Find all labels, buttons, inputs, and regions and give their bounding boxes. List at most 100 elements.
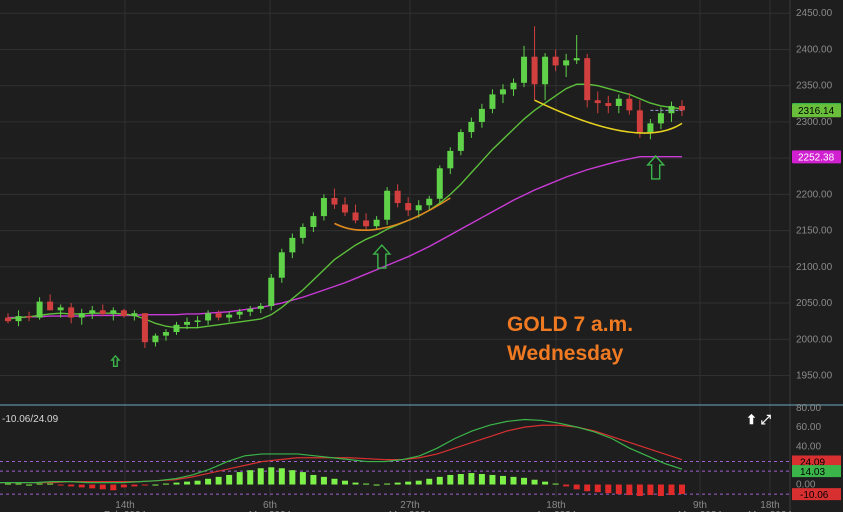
- candle-body: [668, 105, 675, 114]
- histogram-bar: [215, 476, 222, 485]
- candle-body: [478, 108, 485, 122]
- histogram-bar: [226, 474, 233, 485]
- histogram-bar: [563, 484, 570, 487]
- candle-body: [436, 168, 443, 199]
- histogram-bar: [247, 470, 254, 485]
- candle-down: [584, 53, 591, 108]
- candle-body: [510, 82, 517, 90]
- candle-up: [384, 187, 391, 225]
- candle-body: [226, 314, 233, 318]
- candle-body: [236, 311, 243, 315]
- histogram-bar: [15, 483, 22, 485]
- candle-body: [26, 316, 33, 318]
- candle-body: [657, 113, 664, 124]
- histogram-bar: [552, 483, 559, 485]
- candle-up: [15, 310, 22, 327]
- candle-body: [194, 320, 201, 322]
- candle-up: [542, 53, 549, 101]
- candle-body: [542, 56, 549, 85]
- histogram-bar: [141, 484, 148, 486]
- histogram-bar: [478, 474, 485, 485]
- candle-body: [247, 308, 254, 312]
- candle-body: [363, 220, 370, 227]
- up-arrow-icon: [646, 154, 666, 180]
- candle-down: [120, 308, 127, 318]
- candle-up: [310, 212, 317, 233]
- histogram-bar: [78, 484, 85, 488]
- histogram-bar: [194, 480, 201, 485]
- indicator-tag: [792, 488, 841, 501]
- candle-up: [257, 303, 264, 314]
- candle-up: [615, 94, 622, 114]
- oscillator-red-line: [0, 424, 683, 484]
- histogram-bar: [26, 484, 33, 486]
- candle-body: [36, 301, 43, 318]
- candle-body: [57, 307, 64, 311]
- time-axis: 14thFeb 20246thMar 202427thMar 202418thA…: [104, 500, 793, 512]
- arrow-up-icon[interactable]: ⬆: [746, 412, 757, 427]
- candle-body: [131, 313, 138, 317]
- histogram-bar: [162, 483, 169, 485]
- histogram-bar: [647, 484, 654, 496]
- candle-down: [605, 95, 612, 114]
- slow-ma-line: [8, 156, 682, 319]
- candle-down: [363, 213, 370, 231]
- histogram-bar: [521, 477, 528, 485]
- histogram-bar: [173, 482, 180, 485]
- candle-body: [215, 313, 222, 318]
- candle-up: [521, 45, 528, 88]
- oscillator-green-line: [0, 418, 683, 484]
- time-tick-sublabel: Feb 2024: [104, 510, 147, 512]
- candle-body: [499, 89, 506, 95]
- histogram-bar: [89, 484, 96, 489]
- candle-down: [26, 311, 33, 322]
- time-tick-label: 14th: [115, 500, 134, 511]
- histogram-bar: [657, 484, 664, 496]
- histogram-bar: [131, 484, 138, 487]
- histogram-bar: [320, 476, 327, 485]
- histogram-bar: [468, 473, 475, 485]
- histogram-bar: [120, 484, 127, 488]
- candle-up: [468, 117, 475, 138]
- candle-up: [320, 194, 327, 221]
- candle-body: [320, 198, 327, 217]
- candle-body: [384, 190, 391, 220]
- histogram-bar: [184, 481, 191, 485]
- expand-icon[interactable]: ⤢: [760, 412, 771, 427]
- candle-down: [636, 100, 643, 138]
- panel-tools: ⬆ ⤢: [746, 412, 771, 428]
- histogram-bar: [268, 467, 275, 485]
- candle-body: [457, 132, 464, 151]
- time-tick-label: 18th: [760, 500, 779, 511]
- candle-up: [373, 216, 380, 230]
- candle-down: [552, 49, 559, 72]
- candle-body: [647, 123, 654, 133]
- candle-up: [152, 333, 159, 347]
- candle-up: [478, 103, 485, 128]
- candle-body: [278, 252, 285, 278]
- fast-ma-line: [7, 83, 683, 329]
- candle-body: [47, 301, 54, 311]
- candle-up: [436, 165, 443, 204]
- orange-base-curve: [334, 197, 451, 232]
- histogram-bar: [636, 484, 643, 496]
- histogram-bar: [531, 479, 538, 485]
- indicator-tag-label: 24.09: [800, 457, 825, 468]
- candle-body: [78, 313, 85, 318]
- candle-body: [162, 332, 169, 336]
- up-arrow-icon: [372, 244, 392, 269]
- candle-body: [373, 219, 380, 227]
- candle-up: [489, 89, 496, 114]
- histogram-bar: [605, 484, 612, 494]
- candle-down: [47, 294, 54, 311]
- histogram-bar: [626, 484, 633, 496]
- candle-up: [447, 147, 454, 175]
- price-tick-label: 2400.00: [796, 44, 833, 55]
- histogram-bar: [510, 476, 517, 485]
- candle-down: [68, 303, 75, 324]
- candle-up: [194, 316, 201, 328]
- candle-body: [68, 307, 75, 318]
